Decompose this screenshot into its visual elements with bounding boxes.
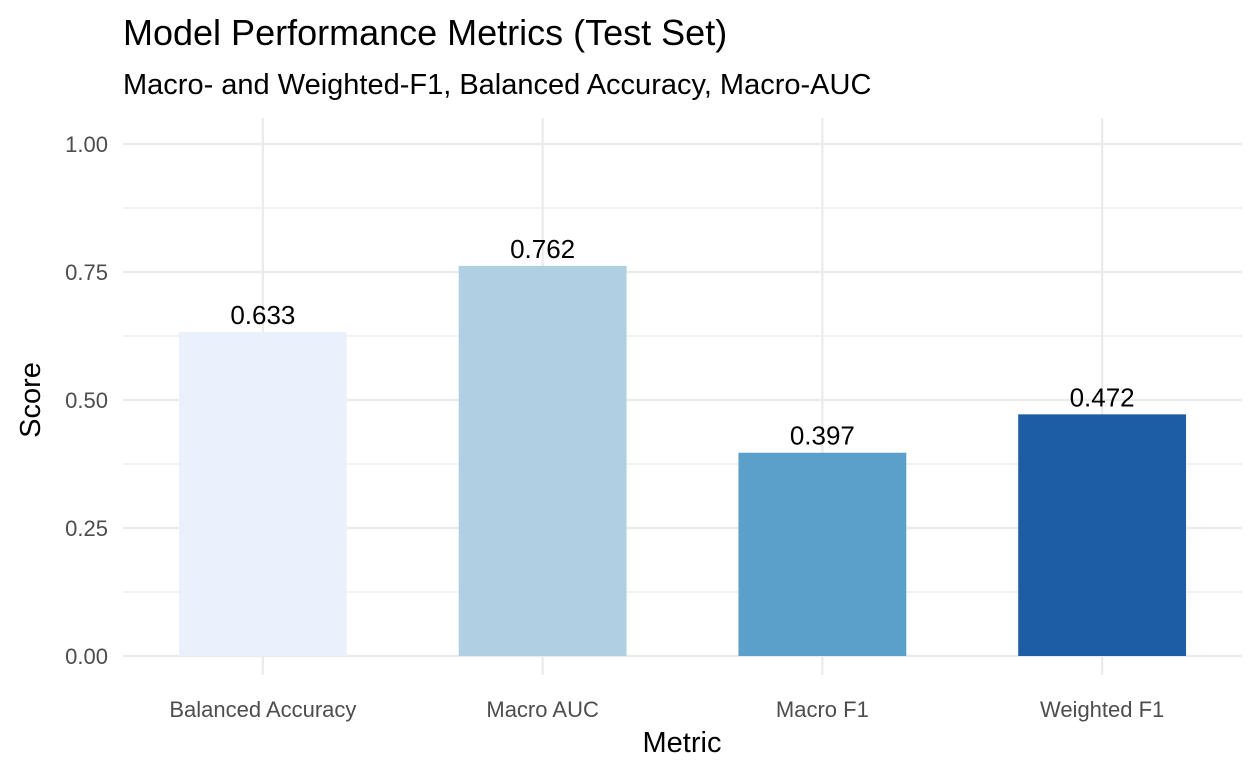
chart-title: Model Performance Metrics (Test Set) [123,12,727,53]
x-tick-label: Macro AUC [486,697,599,722]
bars [178,265,1187,656]
bar-value-label: 0.397 [790,421,855,451]
bar [1018,414,1187,656]
x-axis-ticks: Balanced Accuracy Macro AUC Macro F1 Weight… [169,697,1164,722]
y-axis-title: Score [15,362,47,438]
x-tick-label: Balanced Accuracy [169,697,356,722]
x-tick-label: Macro F1 [776,697,869,722]
y-axis-ticks: 0.00 0.25 0.50 0.75 1.00 [65,132,108,669]
bar [458,265,627,656]
chart-subtitle: Macro- and Weighted-F1, Balanced Accurac… [123,69,871,101]
bar-value-label: 0.633 [230,300,295,330]
x-tick-label: Weighted F1 [1040,697,1164,722]
y-tick-label: 0.75 [65,260,108,285]
bar [738,452,907,656]
y-tick-label: 0.00 [65,644,108,669]
y-tick-label: 1.00 [65,132,108,157]
bar-value-label: 0.762 [510,234,575,264]
bar-value-label: 0.472 [1070,382,1135,412]
y-tick-label: 0.25 [65,516,108,541]
data-labels: 0.633 0.762 0.397 0.472 [230,234,1134,451]
y-tick-label: 0.50 [65,388,108,413]
bar [178,331,347,656]
x-axis-title: Metric [643,727,722,759]
